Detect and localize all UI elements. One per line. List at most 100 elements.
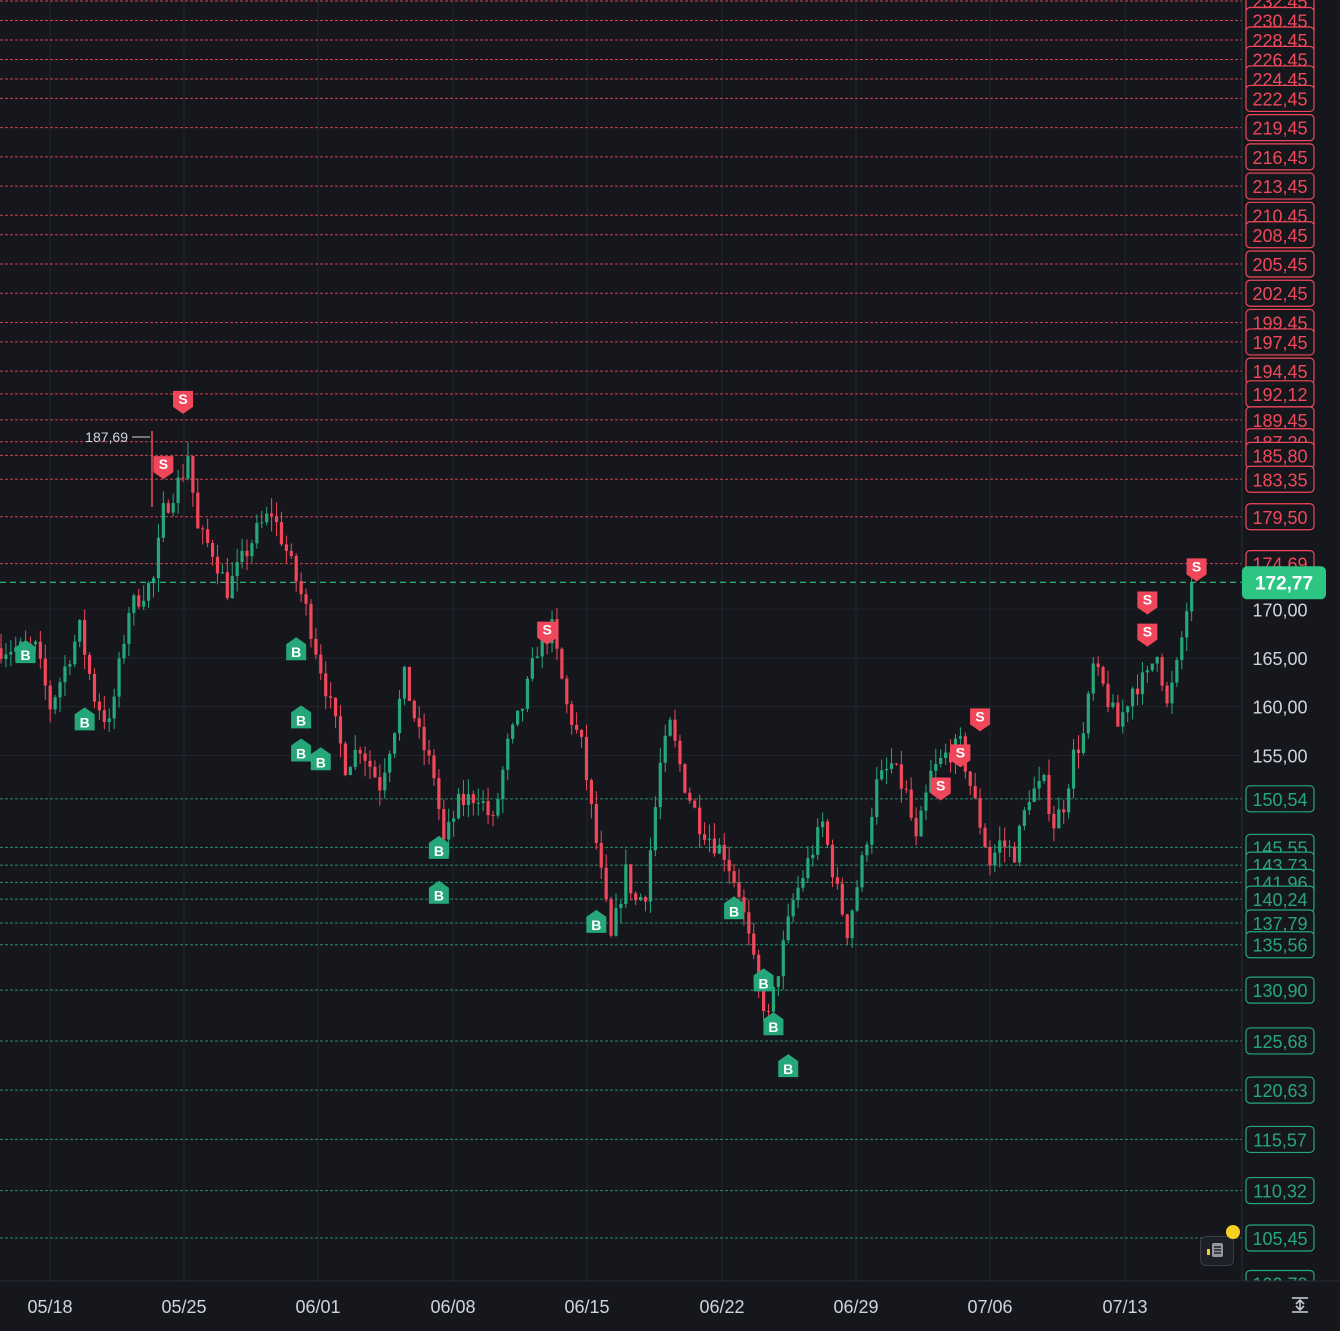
sell-signal[interactable]: S [173,390,194,414]
sell-signal[interactable]: S [153,456,174,480]
candle-body [885,768,889,771]
candle-body [988,846,992,866]
buy-signal[interactable]: B [428,880,449,904]
buy-signal[interactable]: B [74,707,95,731]
sell-signal[interactable]: S [1186,558,1207,582]
candle-body [1116,702,1120,727]
candle-body [476,802,480,804]
candle-body [1027,802,1031,811]
candle-body [835,877,839,884]
candle-body [1131,688,1135,707]
buy-signal[interactable]: B [724,896,745,920]
candle-body [117,658,121,697]
candle-body [589,780,593,805]
grid-lines [0,0,1242,1281]
buy-signal[interactable]: B [286,637,307,661]
sell-signal-marker [950,744,971,768]
candle-body [786,916,790,941]
sell-signal[interactable]: S [930,777,951,801]
candle-body [850,910,854,939]
price-label-text: 183,35 [1252,470,1307,490]
candle-body [1140,672,1145,695]
date-tick-label: 06/29 [833,1297,878,1317]
sell-signal[interactable]: S [537,621,558,645]
candle-body [1160,657,1164,686]
buy-signal-marker [310,747,331,771]
buy-signal[interactable]: B [763,1012,784,1036]
buy-signal-marker [778,1054,799,1078]
candle-body [781,940,785,977]
level-lines [0,0,1242,1284]
candle-body [619,904,623,909]
date-tick-label: 07/06 [967,1297,1012,1317]
price-axis-label: 219,45 [1245,114,1315,142]
candle-body [186,456,190,479]
sell-signal[interactable]: S [1137,623,1158,647]
candle-body [506,738,510,770]
candle-body [825,821,830,845]
candle-body [1126,706,1130,713]
buy-signal[interactable]: B [586,909,607,933]
candle-body [83,619,87,655]
candle-body [978,798,982,828]
candle-body [1190,582,1194,612]
candle-body [137,595,141,607]
buy-signal-marker [291,738,312,762]
candle-body [38,641,42,659]
buy-signal[interactable]: B [310,747,331,771]
candle-body [496,799,500,816]
max-price-label: 187,69 [85,429,128,445]
auto-scale-icon[interactable] [1284,1291,1316,1319]
sell-signal[interactable]: S [1137,591,1158,615]
candle-body [58,682,62,698]
price-axis-label: 216,45 [1245,143,1315,171]
buy-signal[interactable]: B [778,1054,799,1078]
buy-signal[interactable]: B [291,705,312,729]
candle-body [604,867,608,900]
candle-body [629,864,633,894]
signal-label: B [434,888,444,904]
candle-body [702,834,707,840]
buy-signal[interactable]: B [428,835,449,859]
buy-signal[interactable]: B [753,968,774,992]
candle-body [624,864,628,905]
candle-body [422,726,426,751]
price-label-text: 192,12 [1252,385,1307,405]
candle-body [265,513,269,523]
buy-signal-marker [428,835,449,859]
candle-body [1150,663,1154,671]
price-label-text: 137,79 [1252,914,1307,934]
candle-body [540,635,544,657]
candle-body [914,817,918,837]
notes-icon[interactable] [1200,1236,1234,1266]
price-label-text: 185,80 [1252,446,1307,466]
candle-body [442,809,446,840]
candle-body [132,595,136,613]
sell-signal-marker [537,621,558,645]
candle-body [516,710,520,725]
buy-signal[interactable]: B [15,640,36,664]
signal-label: B [296,746,306,762]
candle-body [501,769,505,800]
candle-body [584,736,589,781]
candle-body [210,542,215,557]
signal-label: S [178,391,187,407]
candle-body [579,729,584,737]
candle-body [565,678,569,705]
price-label-box [1245,114,1315,142]
candle-body [762,984,766,1011]
candle-body [845,914,849,939]
sell-signal[interactable]: S [970,708,991,732]
buy-signal[interactable]: B [291,738,312,762]
price-label-box [1245,1027,1315,1055]
candle-body [343,743,347,776]
candle-body [240,550,244,563]
sell-signal[interactable]: S [950,744,971,768]
price-label-text: 216,45 [1252,148,1307,168]
price-label-text: 130,90 [1252,981,1307,1001]
candle-body [63,666,67,683]
candle-body [634,893,638,901]
price-label-text: 120,63 [1252,1081,1307,1101]
